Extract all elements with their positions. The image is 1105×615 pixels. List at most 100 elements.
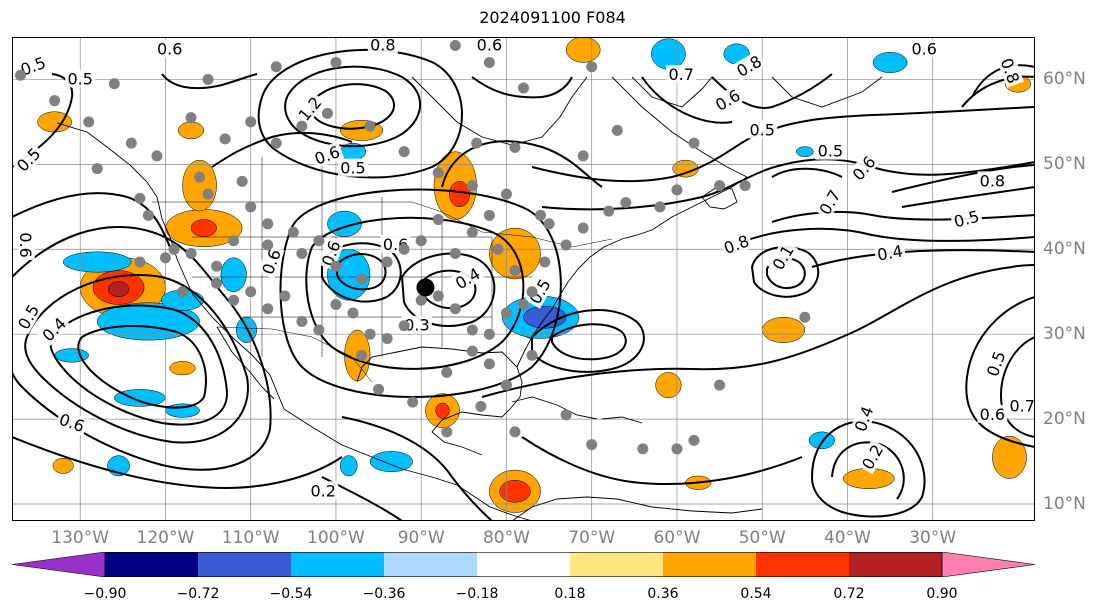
shaded-region xyxy=(339,119,384,141)
colorbar-tick-label: −0.54 xyxy=(269,586,313,602)
station-marker xyxy=(313,235,325,247)
contour-line xyxy=(741,227,1035,243)
coastline-east-coast xyxy=(516,176,748,368)
station-marker xyxy=(373,383,385,395)
station-marker xyxy=(799,311,811,323)
contour-label-bg xyxy=(450,262,486,294)
border-us-mexico xyxy=(216,326,373,383)
contour-label-bg xyxy=(666,65,697,84)
station-marker xyxy=(356,349,368,361)
contour-line xyxy=(750,246,820,298)
shaded-region xyxy=(182,159,217,212)
shaded-region xyxy=(872,52,908,73)
contour-label-text: 0.6 xyxy=(16,232,35,257)
contour-label-bg xyxy=(1007,396,1035,415)
contour-line xyxy=(961,75,1035,108)
coastline-gulf-of-mexico xyxy=(356,346,523,456)
shaded-region xyxy=(52,457,74,474)
station-marker xyxy=(500,379,512,391)
coastline-labrador xyxy=(611,76,748,178)
shaded-region xyxy=(449,181,471,208)
contour-label-bg xyxy=(12,299,44,335)
station-marker xyxy=(381,332,393,344)
contour-label-bg xyxy=(814,184,845,220)
contour-label-bg xyxy=(731,50,767,82)
contour-line xyxy=(551,323,627,361)
contour-line xyxy=(12,192,173,253)
colorbar-tick-label: −0.72 xyxy=(176,586,220,602)
contour-label-bg xyxy=(949,206,984,232)
station-marker xyxy=(509,141,521,153)
colorbar-tick-label: −0.18 xyxy=(455,586,499,602)
contour-label-bg xyxy=(401,315,432,334)
contour-label-text: 0.6 xyxy=(157,40,182,59)
station-marker xyxy=(526,349,538,361)
station-marker xyxy=(125,137,137,149)
shaded-region xyxy=(165,403,200,418)
contour-label: 0.8 xyxy=(731,50,767,82)
station-marker xyxy=(509,265,521,277)
contour-label: 0.5 xyxy=(338,158,368,178)
coastline-cuba xyxy=(511,396,598,420)
colorbar-tick-label: 0.54 xyxy=(740,586,772,602)
station-marker xyxy=(611,124,623,136)
colorbar-tick-label: 0.18 xyxy=(554,586,586,602)
contour-line xyxy=(541,158,1035,211)
contour-label-bg xyxy=(154,39,185,58)
contour-line xyxy=(481,264,1035,398)
longitude-label: 50°W xyxy=(738,528,786,548)
station-marker xyxy=(211,260,223,272)
contour-label: 0.7 xyxy=(666,65,697,84)
contour-line xyxy=(641,76,733,124)
station-marker xyxy=(539,256,551,268)
station-marker xyxy=(492,243,504,255)
station-marker xyxy=(714,379,726,391)
station-marker xyxy=(518,298,529,310)
station-marker xyxy=(245,201,257,213)
contour-label-bg xyxy=(996,53,1024,88)
longitude-label: 70°W xyxy=(568,528,616,548)
station-marker xyxy=(441,426,453,438)
coastline-north-america-west xyxy=(56,122,533,521)
station-marker xyxy=(500,307,512,319)
station-marker xyxy=(364,328,376,340)
shaded-region xyxy=(808,431,835,450)
contour-label-bg xyxy=(474,37,505,54)
station-marker xyxy=(471,137,483,149)
station-marker xyxy=(500,188,512,200)
station-marker xyxy=(654,201,666,213)
station-marker xyxy=(398,320,410,332)
station-marker xyxy=(518,82,529,94)
station-marker xyxy=(185,112,197,124)
station-marker xyxy=(151,150,163,162)
contour-label-text: 0.2 xyxy=(310,481,335,500)
contour-label-bg xyxy=(16,230,35,261)
longitude-label: 40°W xyxy=(823,528,871,548)
contour-label-bg xyxy=(982,346,1010,381)
contour-label-bg xyxy=(977,404,1008,423)
shaded-region xyxy=(339,455,358,477)
latitude-label: 10°N xyxy=(1043,494,1086,515)
contour-label-bg xyxy=(317,236,345,271)
station-marker xyxy=(134,192,146,204)
station-marker xyxy=(313,324,325,336)
station-marker xyxy=(603,205,615,217)
shaded-region xyxy=(235,316,257,343)
contour-line xyxy=(441,140,603,188)
contour-line xyxy=(965,296,1035,448)
longitude-label: 100°W xyxy=(307,528,365,548)
contour-line xyxy=(279,188,562,398)
station-marker xyxy=(739,180,751,192)
station-marker xyxy=(560,239,572,251)
map-frame xyxy=(12,37,1035,521)
station-marker xyxy=(245,286,257,298)
station-marker xyxy=(270,137,282,149)
contour-line xyxy=(531,309,645,373)
contour-label: 0.6 xyxy=(474,37,505,54)
contour-label-text: 0.6 xyxy=(980,405,1005,424)
station-marker xyxy=(330,298,342,310)
station-marker xyxy=(330,260,342,272)
longitude-label: 120°W xyxy=(136,528,195,548)
contour-line xyxy=(211,132,353,168)
contour-label-bg xyxy=(12,142,46,177)
